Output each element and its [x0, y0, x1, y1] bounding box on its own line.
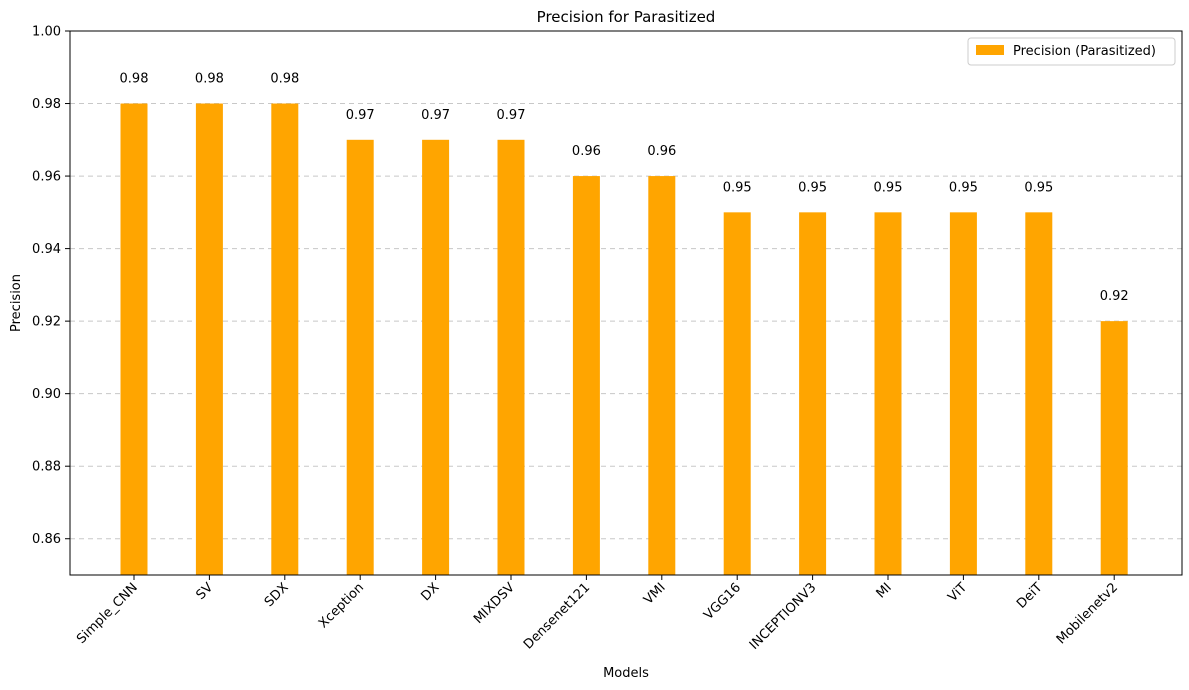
value-label: 0.97: [497, 108, 526, 123]
bar-vit: [949, 212, 977, 576]
legend-swatch: [976, 45, 1004, 55]
bar-xception: [346, 139, 374, 576]
y-tick-label: 0.86: [32, 532, 61, 547]
value-label: 0.92: [1100, 289, 1129, 304]
legend: Precision (Parasitized): [967, 37, 1176, 66]
bar-mobilenetv2: [1100, 321, 1128, 575]
value-label: 0.95: [874, 180, 903, 195]
bar-inceptionv3: [799, 212, 827, 576]
value-label: 0.98: [270, 72, 299, 87]
y-tick-label: 1.00: [32, 25, 61, 40]
chart-title: Precision for Parasitized: [537, 8, 716, 26]
y-tick-label: 0.90: [32, 387, 61, 402]
x-axis-title: Models: [603, 666, 649, 681]
bar-vmi: [648, 176, 676, 576]
y-tick-label: 0.88: [32, 460, 61, 475]
value-label: 0.95: [798, 180, 827, 195]
bar-simple_cnn: [120, 103, 148, 576]
plot-frame: [69, 30, 1183, 576]
bar-mi: [874, 212, 902, 576]
value-label: 0.95: [1024, 180, 1053, 195]
legend-label: Precision (Parasitized): [1013, 44, 1156, 59]
value-labels: 0.98 0.98 0.98 0.97 0.97 0.97 0.96 0.96 0.95 0.95…: [120, 72, 1129, 305]
value-label: 0.96: [572, 144, 601, 159]
value-label: 0.97: [346, 108, 375, 123]
value-label: 0.98: [195, 72, 224, 87]
value-label: 0.98: [120, 72, 149, 87]
value-label: 0.95: [723, 180, 752, 195]
bar-sv: [195, 103, 223, 576]
bar-sdx: [271, 103, 299, 576]
legend-box: [967, 37, 1176, 66]
y-axis-ticks: 0.86 0.88 0.90 0.92 0.94 0.96 0.98 1.00: [32, 25, 70, 547]
value-label: 0.95: [949, 180, 978, 195]
bar-vgg16: [723, 212, 751, 576]
y-tick-label: 0.98: [32, 97, 61, 112]
y-tick-label: 0.96: [32, 170, 61, 185]
bar-dx: [422, 139, 450, 576]
y-tick-label: 0.94: [32, 242, 61, 257]
value-label: 0.97: [421, 108, 450, 123]
value-label: 0.96: [647, 144, 676, 159]
y-axis-title: Precision: [9, 274, 24, 332]
y-tick-label: 0.92: [32, 315, 61, 330]
bar-mixdsv: [497, 139, 525, 576]
bar-densenet121: [572, 176, 600, 576]
bars: [120, 103, 1128, 576]
bar-deit: [1025, 212, 1053, 576]
